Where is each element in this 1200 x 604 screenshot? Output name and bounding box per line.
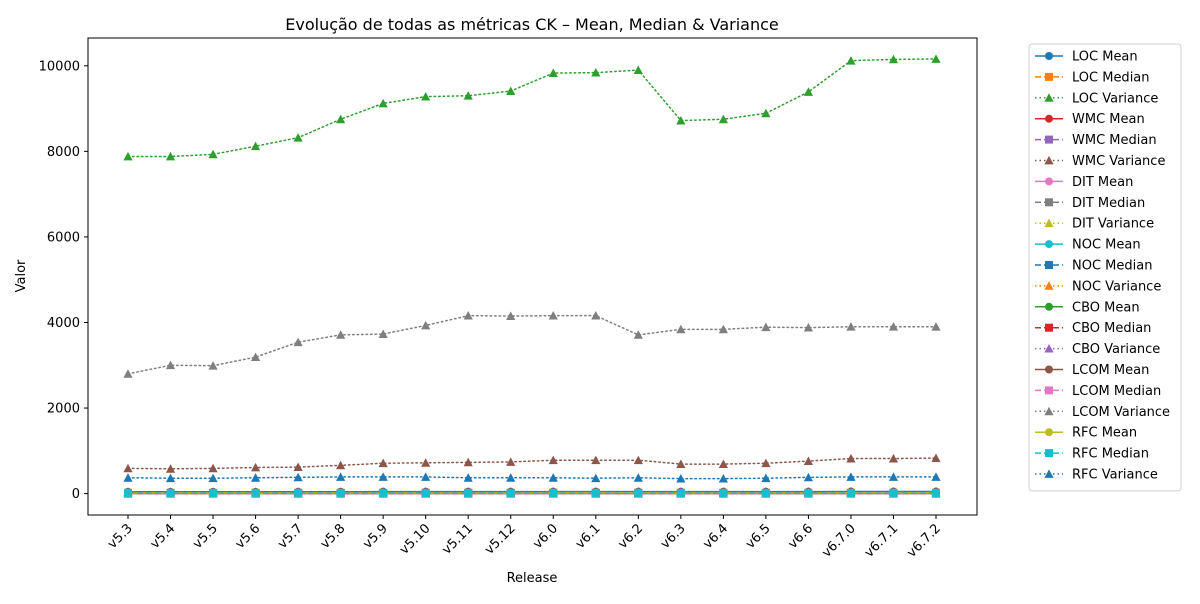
data-point xyxy=(549,489,557,497)
y-axis-label: Valor xyxy=(14,259,29,292)
legend-label: NOC Variance xyxy=(1072,279,1161,294)
y-tick-label: 8000 xyxy=(47,145,80,160)
y-tick-label: 6000 xyxy=(47,230,80,245)
legend: LOC Mean LOC Median LOC Variance WMC Mean WM… xyxy=(1029,44,1181,491)
legend-label: DIT Variance xyxy=(1072,217,1154,232)
data-point xyxy=(804,489,812,497)
legend-label: DIT Median xyxy=(1072,196,1145,211)
legend-label: RFC Variance xyxy=(1072,468,1158,483)
data-point xyxy=(124,489,132,497)
legend-marker xyxy=(1045,303,1053,311)
legend-marker xyxy=(1045,52,1053,60)
data-point xyxy=(762,489,770,497)
legend-label: WMC Mean xyxy=(1072,112,1145,127)
data-point xyxy=(422,489,430,497)
legend-marker xyxy=(1045,115,1053,123)
legend-label: DIT Mean xyxy=(1072,175,1133,190)
legend-label: RFC Mean xyxy=(1072,426,1137,441)
legend-label: NOC Mean xyxy=(1072,238,1141,253)
legend-marker xyxy=(1045,386,1053,394)
legend-marker xyxy=(1045,324,1053,332)
legend-label: LCOM Mean xyxy=(1072,363,1149,378)
legend-label: LOC Mean xyxy=(1072,50,1138,65)
legend-label: WMC Median xyxy=(1072,133,1157,148)
legend-label: LOC Variance xyxy=(1072,91,1158,106)
legend-label: WMC Variance xyxy=(1072,154,1165,169)
data-point xyxy=(337,489,345,497)
legend-label: CBO Variance xyxy=(1072,342,1160,357)
x-axis-label: Release xyxy=(507,571,558,586)
data-point xyxy=(592,489,600,497)
data-point xyxy=(379,489,387,497)
legend-label: CBO Mean xyxy=(1072,300,1140,315)
data-point xyxy=(932,489,940,497)
data-point xyxy=(634,489,642,497)
legend-marker xyxy=(1045,73,1053,81)
legend-label: CBO Median xyxy=(1072,321,1151,336)
data-point xyxy=(847,489,855,497)
legend-marker xyxy=(1045,366,1053,374)
y-tick-label: 2000 xyxy=(47,402,80,417)
data-point xyxy=(167,489,175,497)
legend-marker xyxy=(1045,428,1053,436)
legend-marker xyxy=(1045,261,1053,269)
legend-marker xyxy=(1045,198,1053,206)
legend-marker xyxy=(1045,240,1053,248)
y-tick-label: 0 xyxy=(72,487,80,502)
legend-marker xyxy=(1045,136,1053,144)
data-point xyxy=(889,489,897,497)
data-point xyxy=(294,489,302,497)
legend-label: LOC Median xyxy=(1072,70,1150,85)
data-point xyxy=(719,489,727,497)
legend-marker xyxy=(1045,177,1053,185)
legend-label: NOC Median xyxy=(1072,259,1152,274)
data-point xyxy=(464,489,472,497)
legend-marker xyxy=(1045,449,1053,457)
data-point xyxy=(252,489,260,497)
legend-label: RFC Median xyxy=(1072,447,1149,462)
chart-title: Evolução de todas as métricas CK – Mean,… xyxy=(285,15,779,34)
legend-label: LCOM Median xyxy=(1072,384,1161,399)
y-tick-label: 10000 xyxy=(39,59,80,74)
legend-label: LCOM Variance xyxy=(1072,405,1170,420)
y-tick-label: 4000 xyxy=(47,316,80,331)
data-point xyxy=(507,489,515,497)
data-point xyxy=(677,489,685,497)
data-point xyxy=(209,489,217,497)
